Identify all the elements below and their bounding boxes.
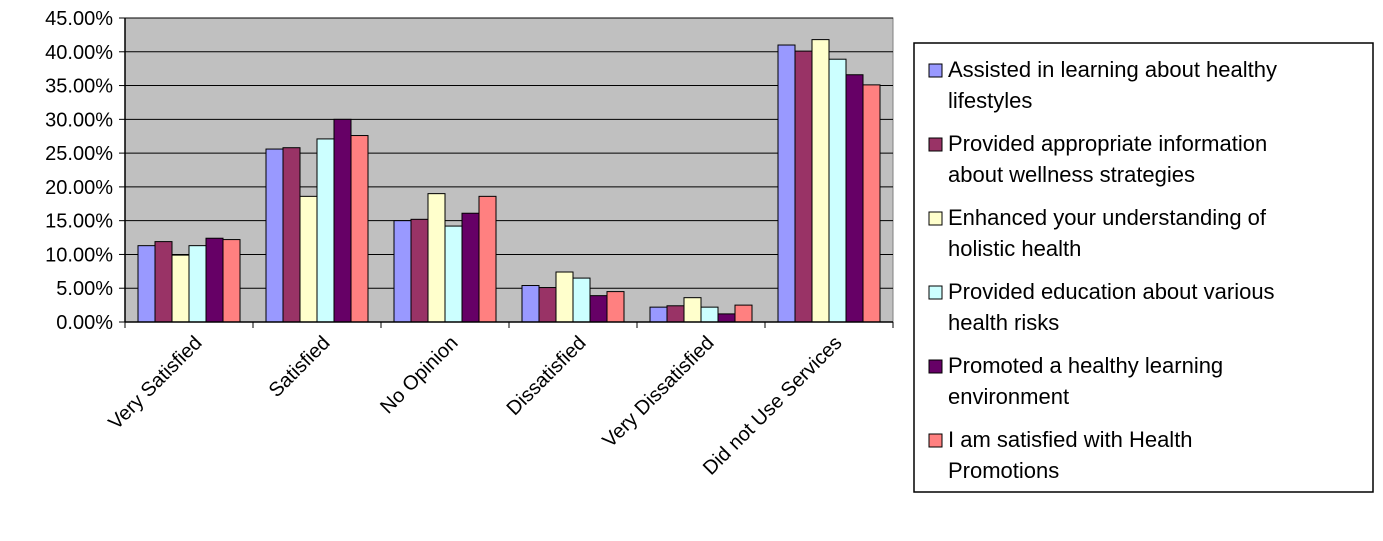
legend-entry-text: holistic health: [948, 236, 1081, 261]
bar: [555, 271, 574, 323]
bar: [478, 195, 497, 323]
bar: [717, 313, 736, 323]
bar: [649, 306, 668, 323]
bar: [589, 295, 608, 323]
bar: [828, 58, 847, 323]
legend-entry-text: Provided education about various: [948, 279, 1275, 304]
bar: [265, 148, 284, 323]
bar: [154, 241, 173, 323]
y-axis-tick-labels: 0.00% 5.00% 10.00% 15.00% 20.00% 25.00% 30.00%…: [45, 8, 113, 334]
legend-entry-text: environment: [948, 384, 1069, 409]
plot-area: [124, 17, 894, 323]
y-tick-label: 35.00%: [45, 76, 113, 98]
legend: Assisted in learning about healthy lifest…: [913, 42, 1374, 493]
bar: [205, 237, 224, 323]
legend-box: [913, 42, 1374, 493]
x-category-label: Very Dissatisfied: [598, 332, 718, 452]
bar: [862, 84, 881, 323]
bar: [137, 245, 156, 323]
y-tick-label: 5.00%: [56, 278, 113, 300]
bar: [461, 212, 480, 323]
legend-swatch: [928, 63, 943, 78]
bar: [444, 225, 463, 323]
legend-entry-text: Provided appropriate information: [948, 131, 1267, 156]
y-tick-label: 15.00%: [45, 211, 113, 233]
legend-swatch: [928, 211, 943, 226]
legend-swatch: [928, 359, 943, 374]
bar: [683, 297, 702, 323]
legend-entry-text: I am satisfied with Health: [948, 427, 1193, 452]
bar: [700, 306, 719, 323]
legend-entry-text: about wellness strategies: [948, 162, 1195, 187]
bar: [410, 218, 429, 323]
bar: [350, 135, 369, 323]
gridlines: [119, 17, 893, 323]
bar: [171, 254, 190, 323]
bar: [316, 138, 335, 323]
x-category-label: Very Satisfied: [105, 332, 207, 434]
bar: [777, 44, 796, 323]
bar: [666, 305, 685, 323]
x-axis-category-labels: Very Satisfied Satisfied No Opinion Dissati…: [105, 332, 847, 480]
y-tick-label: 10.00%: [45, 244, 113, 266]
x-category-label: Did not Use Services: [699, 332, 847, 480]
bar: [538, 287, 557, 323]
x-category-label: Satisfied: [265, 332, 335, 402]
legend-entry-text: Assisted in learning about healthy: [948, 57, 1277, 82]
bar: [282, 147, 301, 323]
y-tick-label: 20.00%: [45, 177, 113, 199]
legend-entry-text: health risks: [948, 310, 1059, 335]
x-category-label: Dissatisfied: [503, 332, 591, 420]
y-tick-label: 0.00%: [56, 312, 113, 334]
bar: [734, 304, 753, 323]
y-tick-label: 30.00%: [45, 109, 113, 131]
legend-swatch: [928, 285, 943, 300]
legend-entry-text: Promotions: [948, 458, 1059, 483]
y-tick-label: 40.00%: [45, 42, 113, 64]
legend-entry-text: Promoted a healthy learning: [948, 353, 1223, 378]
legend-swatch: [928, 433, 943, 448]
legend-entry-text: lifestyles: [948, 88, 1032, 113]
bar: [794, 50, 813, 323]
bar: [521, 285, 540, 323]
bar: [188, 245, 207, 323]
bar: [845, 74, 864, 323]
bar: [427, 193, 446, 323]
bar: [393, 220, 412, 323]
bar: [333, 118, 352, 323]
axes: [124, 18, 894, 328]
bar: [606, 291, 625, 323]
bar: [222, 239, 241, 323]
bars: [137, 39, 881, 323]
y-tick-label: 45.00%: [45, 8, 113, 30]
bar: [299, 195, 318, 323]
legend-entry-text: Enhanced your understanding of: [948, 205, 1267, 230]
y-tick-label: 25.00%: [45, 143, 113, 165]
x-category-label: No Opinion: [376, 332, 462, 418]
bar: [572, 277, 591, 323]
legend-swatch: [928, 137, 943, 152]
bar: [811, 39, 830, 323]
